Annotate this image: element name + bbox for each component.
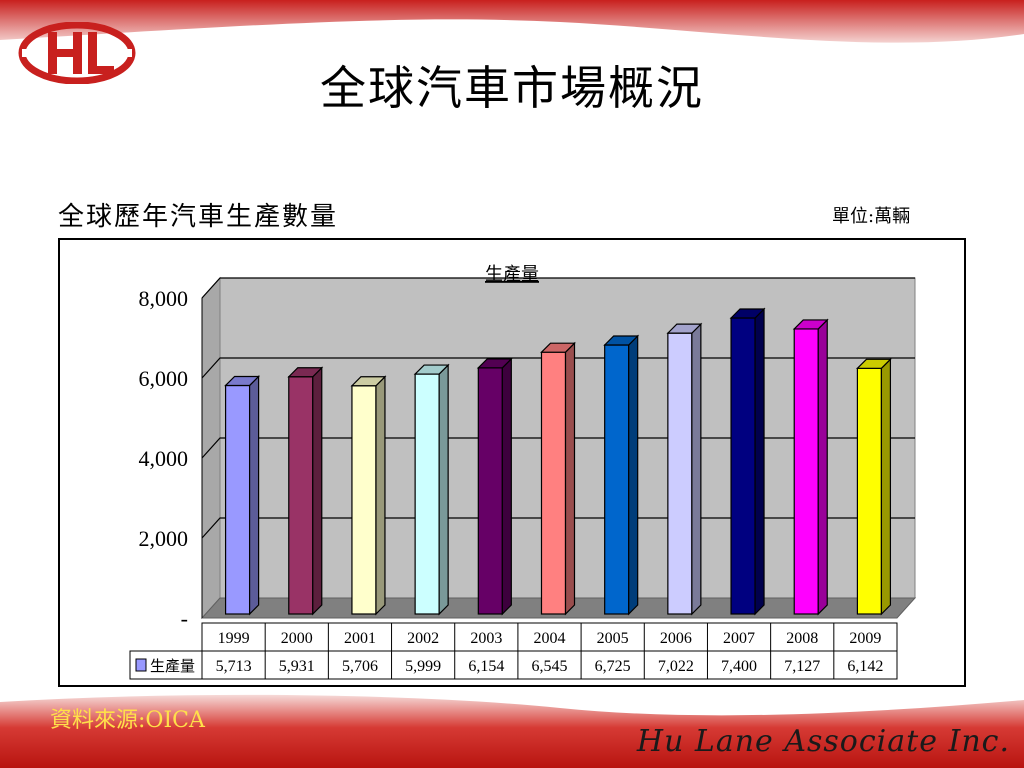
slide-title: 全球汽車市場概況 (320, 61, 704, 115)
data-label: 5,999 (405, 658, 441, 675)
gridline (201, 277, 915, 299)
bar-side-2008 (817, 318, 828, 616)
data-label: 6,154 (468, 658, 504, 675)
bar-chart: - 2,000 4,000 6,000 8,000 生產量 1999 5,713 2000 5,9… (129, 264, 917, 680)
data-label: 6,545 (532, 658, 568, 675)
data-source: 資料來源:OICA (50, 708, 205, 733)
bar-top-2000 (287, 367, 324, 378)
bar-2004 (540, 351, 567, 615)
bar-top-2008 (792, 319, 829, 330)
y-tick-label: 8,000 (139, 286, 189, 311)
bar-side-1999 (248, 375, 260, 616)
data-label: 5,706 (342, 658, 378, 675)
y-tick-label: - (181, 606, 188, 631)
chart-frame: - 2,000 4,000 6,000 8,000 生產量 1999 5,713 2000 5,9… (58, 238, 966, 687)
data-label: 6,725 (595, 658, 631, 675)
bar-2005 (604, 344, 630, 615)
x-tick-label: 2004 (534, 630, 566, 647)
unit-label: 單位:萬輛 (832, 206, 911, 227)
bar-top-2001 (350, 376, 387, 387)
bar-top-2004 (540, 342, 576, 353)
data-table-header (201, 622, 898, 652)
bar-2008 (793, 328, 819, 615)
y-tick-label: 2,000 (139, 526, 189, 551)
chart-subtitle: 全球歷年汽車生產數量 (58, 202, 339, 232)
x-tick-label: 2005 (597, 630, 629, 647)
x-tick-label: 2002 (407, 630, 439, 647)
legend-key (135, 658, 147, 672)
bar-2000 (288, 376, 314, 615)
bar-2003 (477, 367, 503, 615)
bar-side-2001 (375, 375, 386, 616)
bar-1999 (224, 384, 251, 615)
x-tick-label: 2003 (470, 630, 502, 647)
bar-top-2006 (666, 323, 703, 334)
y-tick-label: 6,000 (139, 366, 189, 391)
bar-top-2009 (855, 358, 892, 369)
x-tick-label: 2001 (344, 630, 376, 647)
bar-top-1999 (224, 375, 261, 387)
bar-2002 (414, 373, 440, 615)
bar-side-2007 (754, 307, 765, 616)
data-label: 7,127 (784, 658, 820, 675)
data-label: 5,713 (216, 658, 252, 675)
bar-side-2002 (438, 363, 449, 616)
bar-top-2005 (603, 335, 640, 346)
data-table-values (201, 650, 898, 680)
bar-side-2003 (501, 357, 512, 616)
data-label: 5,931 (279, 658, 315, 675)
x-tick-label: 2009 (849, 630, 881, 647)
bar-top-2007 (729, 308, 766, 319)
y-tick-label: 4,000 (139, 446, 189, 471)
bar-2009 (856, 367, 883, 615)
bar-side-2000 (312, 366, 323, 616)
bar-2007 (730, 317, 756, 615)
company-logo (18, 22, 136, 84)
bar-2006 (667, 332, 693, 615)
x-tick-label: 2007 (723, 630, 755, 647)
bar-top-2003 (476, 358, 513, 369)
data-label: 7,400 (721, 658, 757, 675)
top-wave-decoration (0, 0, 1024, 43)
x-tick-label: 2006 (660, 630, 692, 647)
data-label: 7,022 (658, 658, 694, 675)
chart-title: 生產量 (485, 264, 539, 285)
bar-top-2002 (413, 364, 450, 375)
x-tick-label: 2000 (281, 630, 313, 647)
x-tick-label: 2008 (786, 630, 818, 647)
bar-side-2005 (628, 334, 639, 616)
company-name: Hu Lane Associate Inc. (636, 724, 1010, 759)
x-tick-label: 1999 (218, 630, 250, 647)
bar-2001 (351, 385, 377, 615)
bar-side-2009 (880, 357, 892, 616)
bottom-wave-decoration (0, 694, 1024, 768)
legend-label: 生產量 (150, 657, 195, 675)
bar-side-2004 (564, 341, 576, 616)
data-label: 6,142 (847, 658, 883, 675)
bar-side-2006 (691, 322, 702, 616)
